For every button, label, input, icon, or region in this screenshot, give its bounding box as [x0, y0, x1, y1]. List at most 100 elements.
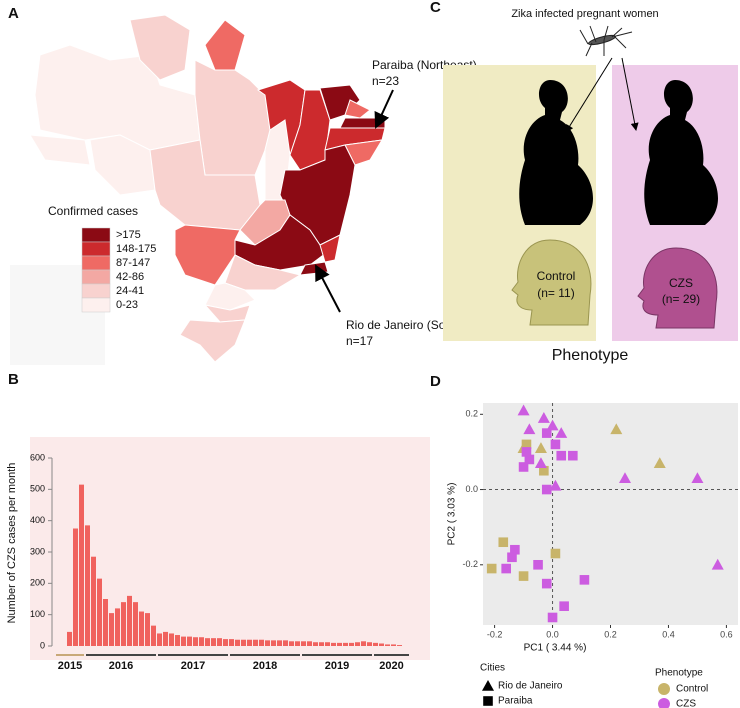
x-tick-label: 2017	[181, 660, 205, 672]
legend-marker	[482, 680, 494, 691]
point	[539, 465, 549, 476]
bar	[139, 611, 144, 646]
group-n: (n= 11)	[537, 286, 574, 300]
point	[541, 428, 552, 438]
legend-swatch	[81, 297, 111, 313]
state	[29, 134, 91, 166]
point	[556, 450, 567, 461]
y-tick-label: 600	[30, 452, 45, 462]
legend-title: Confirmed cases	[48, 204, 138, 218]
state	[129, 14, 191, 81]
bar	[91, 556, 96, 646]
x-tick-label: -0.2	[487, 629, 503, 639]
bar	[397, 645, 402, 646]
bar	[289, 641, 294, 646]
bar	[79, 484, 84, 646]
bar	[265, 640, 270, 646]
legend-label: 148-175	[116, 243, 156, 255]
x-tick-label: 0.0	[546, 629, 559, 639]
point	[541, 578, 552, 589]
bar	[121, 602, 126, 646]
bar	[295, 641, 300, 646]
point	[518, 571, 529, 581]
legend-swatch	[81, 227, 111, 243]
bar	[115, 608, 120, 646]
plot-background	[483, 403, 738, 625]
arrow	[374, 89, 394, 129]
bar	[337, 642, 342, 646]
y-tick-label: 0	[40, 640, 45, 650]
panel-label: A	[8, 5, 19, 22]
mosquito	[579, 25, 633, 57]
bar	[151, 625, 156, 646]
bar	[229, 639, 234, 646]
point	[618, 472, 631, 484]
point	[501, 563, 511, 574]
bar	[133, 602, 138, 646]
bar	[331, 642, 336, 646]
legend-label: 24-41	[116, 285, 144, 297]
point	[555, 427, 568, 438]
baby-head	[511, 239, 592, 326]
state	[179, 319, 246, 363]
point	[547, 612, 558, 623]
point	[507, 552, 517, 563]
point	[549, 479, 562, 491]
bar	[199, 637, 204, 646]
bar	[181, 636, 186, 646]
x-axis-label: PC1 ( 3.44 %)	[524, 643, 587, 654]
annotation: n=17	[346, 334, 373, 348]
legend-label: >175	[116, 229, 141, 241]
baby-head	[637, 247, 718, 329]
point	[534, 457, 547, 469]
group-label: CZS	[669, 276, 693, 290]
bar	[271, 640, 276, 646]
point	[521, 439, 532, 450]
legend-swatch	[81, 283, 111, 299]
brazil-map	[29, 14, 386, 363]
bar	[145, 613, 150, 646]
legend-label: 87-147	[116, 257, 150, 269]
point	[568, 450, 578, 461]
panel-label: C	[430, 0, 441, 16]
bar	[277, 640, 282, 646]
legend-label: Paraiba	[498, 696, 533, 707]
y-tick-label: -0.2	[462, 559, 478, 569]
bar	[379, 643, 384, 646]
bar	[283, 640, 288, 646]
bar	[103, 599, 108, 646]
bar	[391, 644, 396, 646]
point	[534, 442, 547, 453]
point	[579, 575, 590, 585]
bar	[205, 638, 210, 646]
x-tick-label: 2020	[379, 660, 403, 672]
x-tick-label: 0.4	[662, 629, 675, 639]
bar	[247, 639, 252, 646]
bar	[253, 639, 258, 646]
y-tick-label: 0.2	[465, 409, 478, 419]
panel-label: B	[8, 371, 19, 388]
bar	[163, 631, 168, 646]
point	[510, 544, 520, 555]
legend-label: Rio de Janeiro	[498, 681, 563, 692]
bar	[187, 636, 192, 646]
y-axis-label: Number of CZS cases per month	[6, 463, 18, 624]
legend-label: 0-23	[116, 299, 138, 311]
x-tick-label: 2018	[253, 660, 277, 672]
bar	[157, 633, 162, 646]
bar	[259, 639, 264, 646]
point	[550, 548, 561, 559]
bar	[85, 525, 90, 646]
bar	[367, 642, 372, 646]
bar	[73, 528, 78, 646]
bar	[373, 642, 378, 646]
x-tick-label: 2015	[58, 660, 82, 672]
legend-label: Control	[676, 684, 708, 695]
x-tick-label: 0.6	[720, 629, 733, 639]
bar	[343, 642, 348, 646]
bar	[241, 639, 246, 646]
x-tick-label: 2019	[325, 660, 349, 672]
legend-marker	[658, 698, 670, 708]
legend-swatch	[81, 269, 111, 285]
